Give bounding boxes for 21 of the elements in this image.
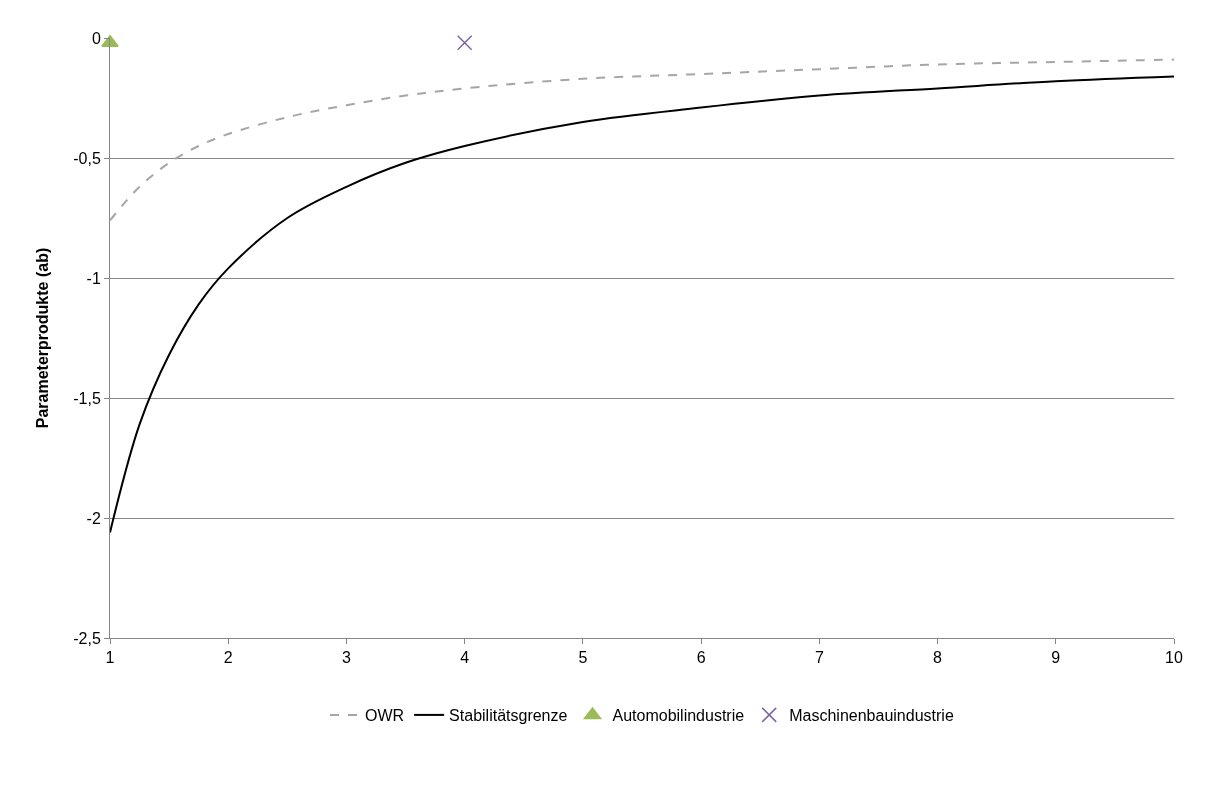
x-tick-label: 8 xyxy=(933,649,943,667)
x-tick-label: 10 xyxy=(1165,649,1183,667)
x-tick-label: 2 xyxy=(223,649,233,667)
legend-label: OWR xyxy=(365,707,405,725)
x-tick-label: 9 xyxy=(1051,649,1061,667)
y-tick-label: 0 xyxy=(91,29,101,47)
x-tick-label: 3 xyxy=(341,649,351,667)
y-tick-label: -1,5 xyxy=(73,389,101,407)
y-tick-label: -2 xyxy=(86,509,101,527)
x-tick-label: 5 xyxy=(578,649,588,667)
legend-label: Automobilindustrie xyxy=(612,707,745,725)
y-axis-title: Parameterprodukte (ab) xyxy=(34,247,52,429)
x-tick-label: 7 xyxy=(814,649,824,667)
x-tick-label: 6 xyxy=(696,649,706,667)
y-tick-label: -2,5 xyxy=(73,629,101,647)
x-tick-label: 1 xyxy=(105,649,115,667)
legend-label: Maschinenbauindustrie xyxy=(789,707,954,725)
y-tick-label: -1 xyxy=(86,269,101,287)
y-tick-label: -0,5 xyxy=(73,149,101,167)
x-tick-label: 4 xyxy=(460,649,470,667)
legend-label: Stabilitätsgrenze xyxy=(449,707,568,725)
